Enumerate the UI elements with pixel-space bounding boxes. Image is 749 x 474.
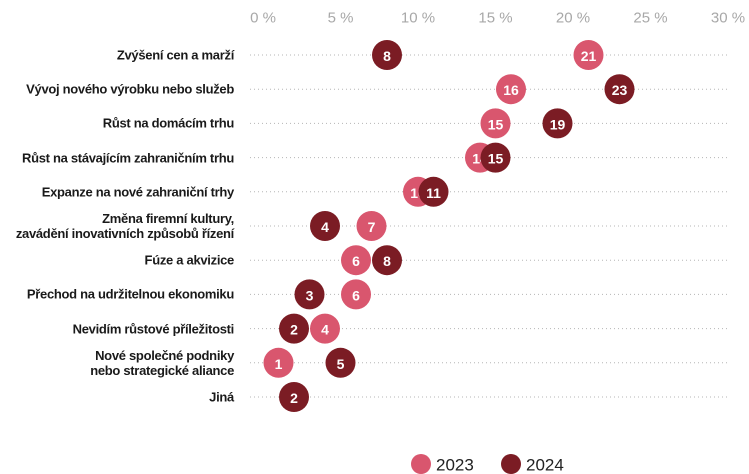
category-label: Zvýšení cen a marží [116,47,234,63]
category-label: Růst na stávajícím zahraničním trhu [21,150,234,166]
dot [341,279,371,310]
category-label: Změna firemní kultury, zavádění inovativ… [15,211,234,241]
category-label: Nevidím růstové příležitosti [72,321,235,337]
dot [356,211,387,241]
dot-label: 2 [290,322,298,338]
legend-swatch [411,454,431,474]
x-tick-label: 15 % [478,10,512,27]
dot [604,74,635,105]
dot-label: 23 [612,82,628,98]
dot-label: 15 [488,116,504,132]
dot-label: 8 [383,253,391,269]
dot [263,347,294,378]
legend-swatch [501,454,521,474]
legend-label: 2023 [436,456,474,474]
category-label: Expanze na nové zahraniční trhy [41,184,235,200]
dot-label: 7 [368,219,376,235]
dot [279,313,309,344]
x-tick-label: 30 % [711,10,745,27]
dot [341,245,371,276]
dot [372,245,402,276]
dot [294,279,325,310]
legend-label: 2024 [526,456,564,474]
dot [480,142,511,173]
x-tick-label: 0 % [250,10,276,27]
dot-label: 4 [321,219,329,235]
dot-label: 3 [306,287,314,303]
x-tick-label: 5 % [328,10,354,27]
dot-label: 21 [581,48,597,64]
dot-label: 4 [321,322,329,338]
category-label: Růst na domácím trhu [102,115,235,131]
dot [279,382,309,412]
dot-label: 6 [352,253,360,269]
category-label: Vývoj nového výrobku nebo služeb [26,81,234,97]
dot [573,40,604,70]
category-label: Nové společné podniky nebo strategické a… [90,347,234,378]
dot-label: 8 [383,48,391,64]
dot [418,176,449,207]
dot-label: 1 [275,356,283,372]
dot [310,211,340,241]
dot-label: 6 [352,287,360,303]
dot-label: 15 [488,151,504,167]
dot-label: 2 [290,390,298,406]
dot [496,74,526,105]
dot-label: 19 [550,116,566,132]
x-tick-label: 20 % [556,10,590,27]
dot [310,313,340,344]
dot-label: 5 [337,356,345,372]
category-label: Jiná [209,389,234,405]
category-label: Přechod na udržitelnou ekonomiku [26,286,234,302]
dot [372,40,402,70]
dot [542,108,573,139]
dot-label: 16 [503,82,519,98]
x-tick-label: 25 % [633,10,667,27]
dot [325,347,356,378]
dot-label: 11 [426,185,441,201]
category-label: Fúze a akvizice [144,252,235,268]
x-tick-label: 10 % [401,10,435,27]
dot [480,108,511,139]
